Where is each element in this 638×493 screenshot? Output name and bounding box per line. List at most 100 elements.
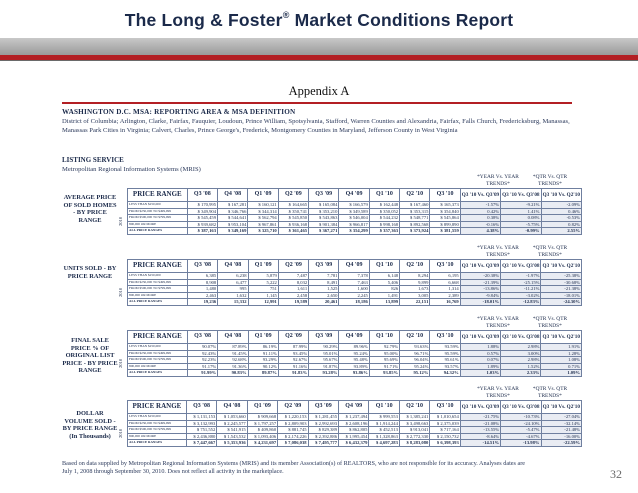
- column-header-change: Q3 '10 Vs. Q3'09: [459, 259, 502, 273]
- value-cell: $ 6,398,393: [429, 439, 461, 447]
- value-cell: 5,879: [247, 272, 279, 280]
- table-row: LESS THAN $250,000 90.07% 87.89% 86.19% 87.9…: [127, 343, 582, 351]
- value-cell: $ 3,498,663: [398, 419, 431, 428]
- value-cell: $ 862,805: [337, 426, 370, 434]
- column-header-quarter: Q4 '08: [216, 400, 248, 414]
- value-cell: 6,238: [217, 272, 249, 280]
- change-cell: -25.38%: [540, 272, 582, 280]
- value-cell: $ 353,315: [399, 207, 431, 216]
- value-cell: 92.43%: [186, 349, 219, 358]
- year-trend-header: *YEAR Vs. YEAR TRENDS*: [477, 174, 519, 187]
- change-cell: 2.33%: [500, 369, 542, 377]
- change-cell: -14.51%: [459, 439, 502, 447]
- value-cell: $ 1,328,863: [368, 432, 400, 441]
- change-cell: 4.38%: [459, 227, 502, 235]
- value-cell: $ 346,766: [217, 207, 249, 216]
- column-header-quarter: Q2 '10: [399, 330, 431, 344]
- change-cell: 0.71%: [540, 362, 582, 371]
- value-cell: $ 349,904: [186, 207, 219, 216]
- column-header-quarter: Q4 '08: [217, 259, 249, 273]
- price-range-cell: LESS THAN $250,000: [127, 343, 188, 351]
- value-cell: $ 381,559: [429, 227, 461, 235]
- value-cell: 93.45%: [277, 349, 310, 358]
- price-range-cell: LESS THAN $250,000: [127, 413, 187, 421]
- table-row: LESS THAN $250,000 $ 1,131,153 $ 1,053,660…: [127, 413, 582, 421]
- value-cell: $ 354,299: [338, 227, 370, 235]
- value-cell: 90.83%: [217, 369, 249, 377]
- value-cell: $ 2,150,732: [429, 432, 461, 441]
- value-cell: $ 2,375,039: [429, 419, 461, 428]
- value-cell: $ 354,840: [429, 207, 461, 216]
- section-heading: WASHINGTON D.C. MSA: REPORTING AREA & MS…: [62, 108, 296, 116]
- change-cell: -21.08%: [459, 419, 502, 428]
- value-cell: 94.32%: [429, 369, 461, 377]
- value-cell: 95.01%: [308, 349, 340, 358]
- value-cell: 16,769: [429, 298, 461, 306]
- value-cell: 90.12%: [247, 362, 279, 371]
- value-cell: 93.89%: [338, 362, 370, 371]
- data-table: PRICE RANGE Q3 '08 Q4 '08 Q1 '09 Q2 '09 Q3 '0…: [127, 188, 583, 235]
- change-cell: -18.01%: [459, 298, 502, 306]
- value-cell: $ 344,314: [247, 207, 279, 216]
- value-cell: 1,480: [186, 285, 219, 293]
- change-cell: -4.67%: [500, 432, 542, 441]
- qtr-trend-header: *QTR Vs. QTR TRENDS*: [532, 174, 568, 187]
- value-cell: $ 899,890: [429, 220, 461, 229]
- price-range-cell: ALL PRICE RANGES: [127, 227, 188, 235]
- value-cell: 5,222: [247, 278, 279, 287]
- column-header-quarter: Q3 '09: [308, 330, 340, 344]
- value-cell: $ 1,093,406: [246, 432, 279, 441]
- table-row: FROM $500,000 TO $799,999 $ 751,552 $ 541,…: [127, 426, 582, 434]
- change-cell: 0.57%: [459, 349, 502, 358]
- value-cell: $ 548,771: [399, 214, 431, 222]
- column-header-quarter: Q3 '08: [186, 188, 219, 202]
- column-header-change: Q3 '10 Vs. Q2'10: [540, 259, 582, 273]
- value-cell: $ 881,745: [277, 426, 309, 434]
- value-cell: 1,673: [399, 285, 431, 293]
- value-cell: 91.36%: [217, 362, 249, 371]
- value-cell: 19,236: [186, 298, 219, 306]
- year-tag: 2010: [118, 287, 123, 297]
- price-range-cell: FROM $500,000 TO $799,999: [127, 214, 188, 222]
- value-cell: 89.96%: [338, 343, 370, 351]
- year-trend-header: *YEAR Vs. YEAR TRENDS*: [477, 245, 519, 258]
- value-cell: 1,145: [247, 291, 279, 300]
- change-cell: 0.42%: [459, 207, 502, 216]
- change-cell: -0.16%: [459, 220, 502, 229]
- value-cell: 91.71%: [368, 362, 401, 371]
- table-row: FROM $250,000 TO $499,999 8,908 6,477 5,222…: [127, 278, 582, 287]
- value-cell: 95.69%: [368, 356, 401, 364]
- section-4: DOLLAR VOLUME SOLD - BY PRICE RANGE (In …: [62, 400, 582, 450]
- column-header-quarter: Q1 '10: [368, 259, 401, 273]
- change-cell: -11.21%: [500, 285, 542, 293]
- value-cell: 2,463: [186, 291, 219, 300]
- value-cell: $ 966,817: [338, 220, 370, 229]
- value-cell: $ 1,995,454: [337, 432, 370, 441]
- data-table: PRICE RANGE Q3 '08 Q4 '08 Q1 '09 Q2 '09 Q3 '0…: [127, 330, 582, 377]
- value-cell: 2,458: [277, 291, 310, 300]
- change-cell: -12.83%: [500, 298, 542, 306]
- value-cell: 13,899: [368, 298, 401, 306]
- column-header-quarter: Q3 '09: [308, 259, 340, 273]
- value-cell: 826: [368, 285, 401, 293]
- price-range-cell: FROM $500,000 TO $799,999: [127, 426, 187, 434]
- column-header-quarter: Q2 '09: [277, 330, 310, 344]
- section-label: DOLLAR VOLUME SOLD - BY PRICE RANGE (In …: [62, 410, 118, 440]
- column-header-change: Q3 '10 Vs. Q2'10: [540, 400, 582, 414]
- column-header-quarter: Q4 '09: [338, 330, 370, 344]
- column-header-quarter: Q4 '08: [217, 330, 249, 344]
- value-cell: 8,032: [277, 278, 310, 287]
- column-header-quarter: Q3 '08: [185, 400, 218, 414]
- data-table: PRICE RANGE Q3 '08 Q4 '08 Q1 '09 Q2 '09 Q3 '0…: [127, 259, 582, 306]
- value-cell: 93.63%: [399, 343, 431, 351]
- value-cell: 7,378: [338, 272, 370, 280]
- value-cell: $ 545,864: [429, 214, 461, 222]
- appendix-divider: [62, 102, 572, 104]
- value-cell: 1,632: [217, 291, 249, 300]
- value-cell: $ 409,860: [246, 426, 279, 434]
- data-table: PRICE RANGE Q3 '08 Q4 '08 Q1 '09 Q2 '09 Q3 '0…: [127, 400, 582, 447]
- value-cell: 89.87%: [247, 369, 279, 377]
- value-cell: $ 452,513: [368, 426, 400, 434]
- change-cell: 1.91%: [540, 343, 582, 351]
- change-cell: -24.30%: [540, 298, 582, 306]
